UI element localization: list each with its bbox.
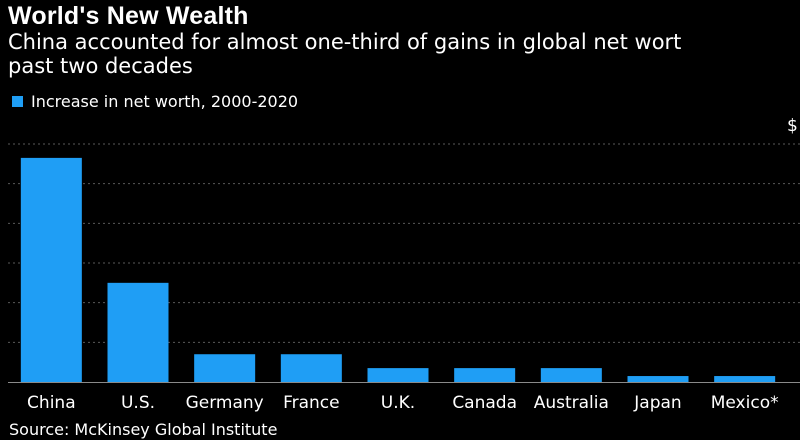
bar-australia xyxy=(540,368,602,382)
legend: Increase in net worth, 2000-2020 xyxy=(12,92,298,111)
x-tick-label: Mexico* xyxy=(711,393,779,413)
bar-japan xyxy=(627,376,689,382)
bar-china xyxy=(20,157,82,382)
bar-uk xyxy=(367,368,429,382)
subtitle-line-1: China accounted for almost one-third of … xyxy=(8,30,682,54)
x-tick-label: France xyxy=(283,393,340,413)
bar-mexico xyxy=(714,376,776,382)
x-tick-label: Germany xyxy=(186,393,264,413)
chart-subtitle: China accounted for almost one-third of … xyxy=(8,30,800,78)
legend-label: Increase in net worth, 2000-2020 xyxy=(31,92,299,111)
chart-title: World's New Wealth xyxy=(8,2,249,30)
x-tick-label: China xyxy=(27,393,76,413)
x-tick-label: U.S. xyxy=(121,393,155,413)
x-tick-label: Japan xyxy=(633,393,681,413)
bar-canada xyxy=(454,368,516,382)
bar-us xyxy=(107,282,169,382)
source-note: Source: McKinsey Global Institute xyxy=(9,420,278,439)
subtitle-line-2: past two decades xyxy=(8,54,193,78)
bar-france xyxy=(280,354,342,382)
x-tick-label: Canada xyxy=(452,393,517,413)
x-tick-label: U.K. xyxy=(381,393,415,413)
x-tick-label: Australia xyxy=(534,393,609,413)
legend-swatch xyxy=(12,96,23,107)
y-axis-unit-label: $ xyxy=(787,116,798,136)
bar-germany xyxy=(194,354,256,382)
